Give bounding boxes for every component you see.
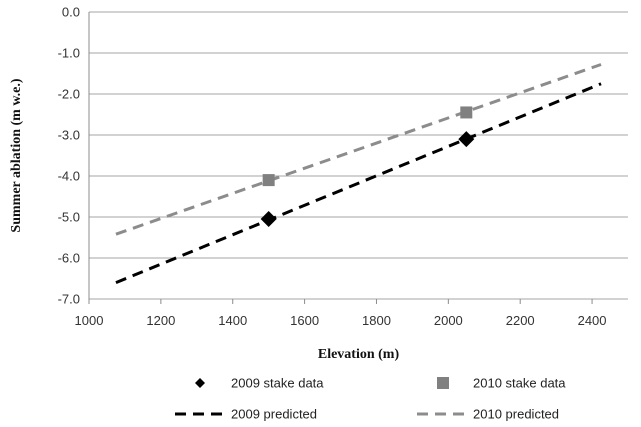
x-tick-label: 1000 bbox=[75, 313, 104, 328]
x-tick-label: 2000 bbox=[434, 313, 463, 328]
legend-item-2009-stake-data: 2009 stake data bbox=[195, 376, 324, 391]
legend-item-2009-predicted: 2009 predicted bbox=[175, 407, 317, 422]
legend-label: 2009 stake data bbox=[231, 376, 324, 391]
y-tick-label: -1.0 bbox=[58, 46, 80, 61]
series-points bbox=[260, 106, 475, 228]
legend-label: 2010 stake data bbox=[473, 376, 566, 391]
2010-stake-data-point bbox=[262, 174, 275, 187]
y-tick-label: 0.0 bbox=[62, 5, 80, 20]
x-tick-label: 2200 bbox=[506, 313, 535, 328]
legend-item-2010-predicted: 2010 predicted bbox=[417, 407, 559, 422]
y-tick-label: -3.0 bbox=[58, 128, 80, 143]
y-tick-label: -7.0 bbox=[58, 292, 80, 307]
x-tick-labels: 1000 1200 1400 1600 1800 2000 2200 2400 bbox=[75, 313, 607, 328]
2009-predicted-line bbox=[115, 82, 602, 284]
x-tick-label: 1200 bbox=[146, 313, 175, 328]
y-tick-labels: 0.0 -1.0 -2.0 -3.0 -4.0 -5.0 -6.0 -7.0 bbox=[58, 5, 80, 307]
x-tick-label: 1600 bbox=[290, 313, 319, 328]
2010-predicted-line bbox=[115, 63, 602, 236]
2009-stake-data-point bbox=[260, 211, 277, 228]
y-tick-label: -5.0 bbox=[58, 210, 80, 225]
y-tick-label: -6.0 bbox=[58, 251, 80, 266]
x-tick-label: 2400 bbox=[578, 313, 607, 328]
legend-item-2010-stake-data: 2010 stake data bbox=[437, 376, 566, 391]
x-tick-label: 1800 bbox=[362, 313, 391, 328]
legend-marker-diamond bbox=[195, 378, 205, 388]
legend-marker-square bbox=[437, 377, 449, 389]
2009-stake-data-point bbox=[458, 131, 475, 148]
x-tick-label: 1400 bbox=[218, 313, 247, 328]
y-axis-title: Summer ablation (m w.e.) bbox=[9, 78, 24, 232]
x-axis-title: Elevation (m) bbox=[318, 347, 400, 362]
legend-label: 2009 predicted bbox=[231, 407, 317, 422]
2010-stake-data-point bbox=[460, 106, 473, 119]
legend-label: 2010 predicted bbox=[473, 407, 559, 422]
legend: 2009 stake data 2010 stake data 2009 predi… bbox=[175, 376, 566, 422]
gridlines bbox=[89, 11, 628, 300]
axes bbox=[88, 12, 593, 304]
series-lines bbox=[115, 63, 602, 284]
y-tick-label: -4.0 bbox=[58, 169, 80, 184]
y-tick-label: -2.0 bbox=[58, 87, 80, 102]
